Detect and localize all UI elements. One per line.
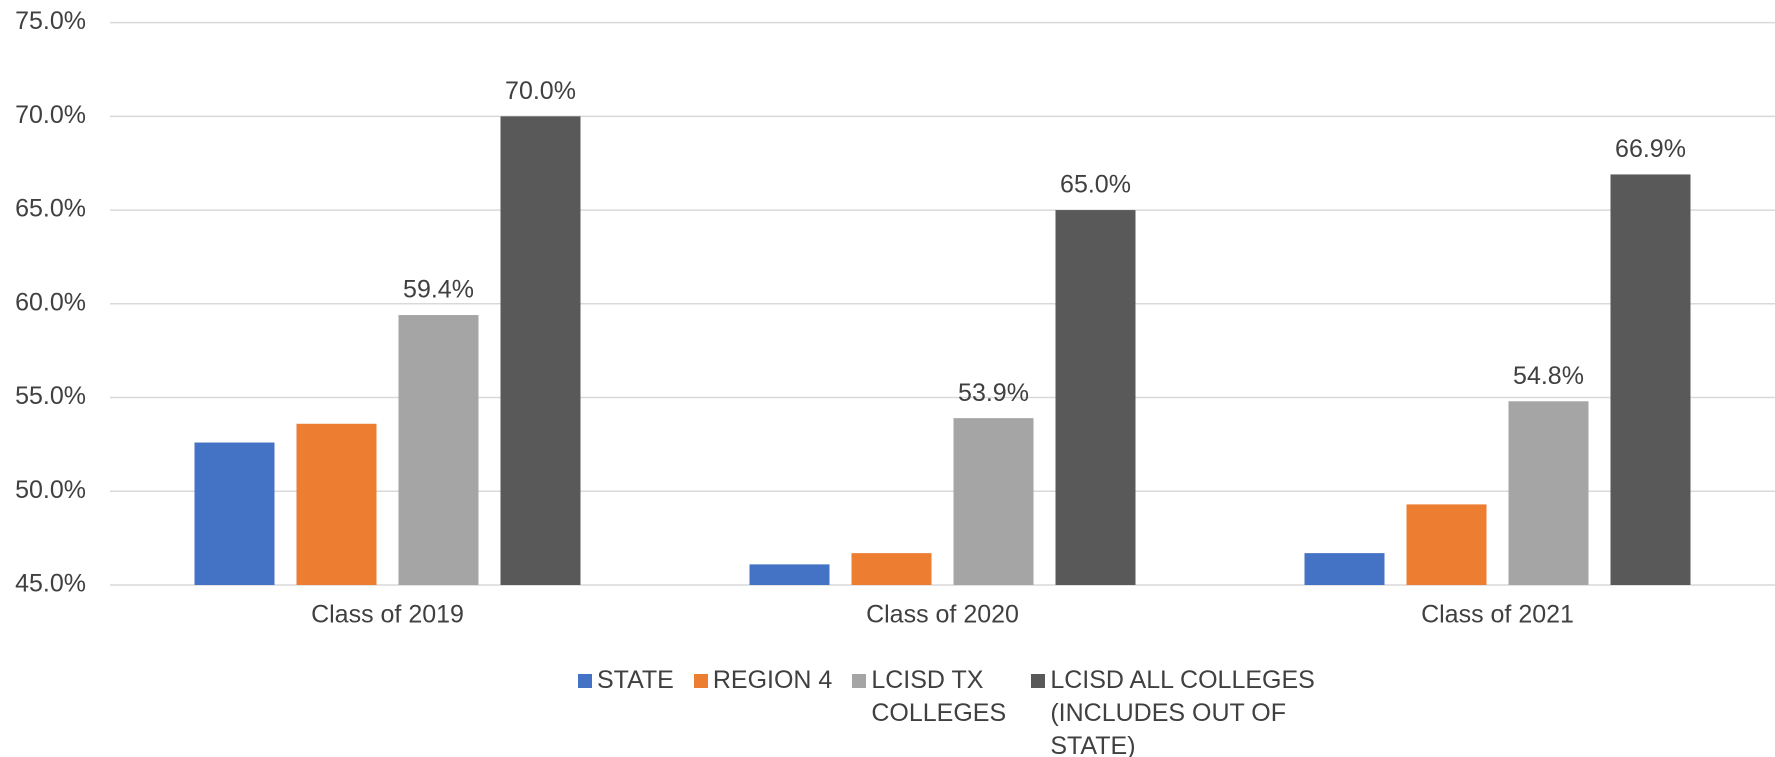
- legend-label: LCISD ALL COLLEGES (INCLUDES OUT OF STAT…: [1050, 666, 1315, 757]
- bar: [194, 442, 275, 585]
- x-tick-label: Class of 2019: [311, 601, 464, 629]
- bar: [296, 423, 377, 585]
- y-tick-label: 70.0%: [15, 101, 86, 129]
- bar: [851, 553, 932, 585]
- bar: [398, 315, 479, 585]
- legend-item: LCISD TX COLLEGES: [852, 664, 1011, 757]
- y-tick-label: 75.0%: [15, 7, 86, 35]
- data-label: 54.8%: [1513, 362, 1584, 390]
- bar: [1055, 210, 1136, 586]
- legend-label: LCISD TX COLLEGES: [871, 666, 1007, 727]
- legend-swatch: [1031, 674, 1046, 688]
- bar: [1610, 174, 1691, 585]
- data-label: 53.9%: [958, 379, 1029, 407]
- legend-swatch: [852, 674, 867, 688]
- y-tick-label: 55.0%: [15, 382, 86, 410]
- bar: [1304, 553, 1385, 585]
- bar: [953, 418, 1034, 585]
- legend: STATE REGION 4 LCISD TX COLLEGES LCISD ALL …: [578, 664, 1390, 757]
- legend-label: REGION 4: [712, 666, 833, 694]
- x-tick-label: Class of 2021: [1421, 601, 1574, 629]
- legend-label: STATE: [597, 666, 674, 694]
- y-tick-label: 60.0%: [15, 288, 86, 316]
- bar: [500, 116, 581, 585]
- y-tick-label: 45.0%: [15, 570, 86, 598]
- legend-item: STATE: [578, 664, 674, 757]
- bar: [1508, 401, 1589, 585]
- data-label: 70.0%: [505, 77, 576, 105]
- plot: 45.0% 50.0% 55.0% 60.0% 65.0% 70.0% 75.0% Class…: [15, 7, 1775, 629]
- legend-swatch: [693, 674, 708, 688]
- y-tick-label: 65.0%: [15, 195, 86, 223]
- legend-item: LCISD ALL COLLEGES (INCLUDES OUT OF STAT…: [1031, 664, 1370, 757]
- data-label: 65.0%: [1060, 171, 1131, 199]
- legend-item: REGION 4: [693, 664, 833, 757]
- bar: [1406, 504, 1487, 585]
- data-label: 66.9%: [1615, 135, 1686, 163]
- legend-swatch: [578, 674, 592, 688]
- bar: [749, 564, 830, 585]
- y-tick-label: 50.0%: [15, 476, 86, 504]
- data-label: 59.4%: [403, 276, 474, 304]
- x-tick-label: Class of 2020: [866, 601, 1019, 629]
